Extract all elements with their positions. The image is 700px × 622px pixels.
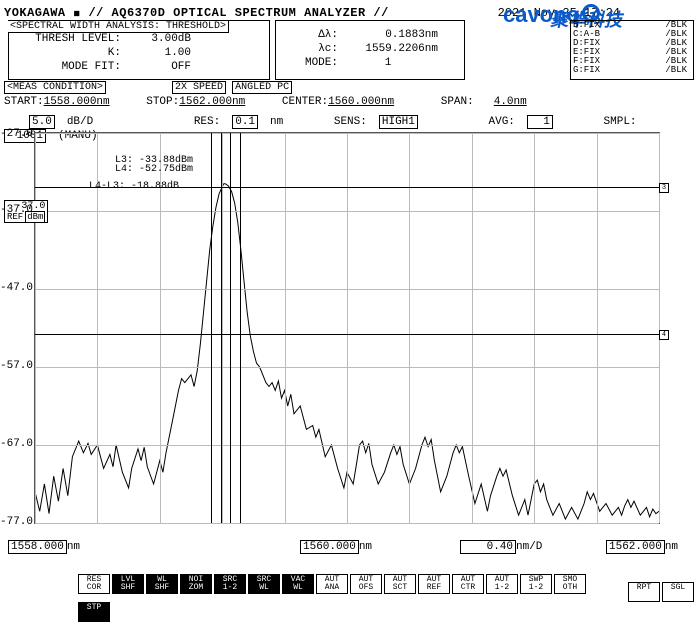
btn-res-cor[interactable]: RESCOR bbox=[78, 574, 110, 594]
annotation-2: L4-L3: -18.88dB bbox=[89, 181, 179, 192]
start-k: START: bbox=[4, 96, 44, 108]
btn-rpt-[interactable]: RPT bbox=[628, 582, 660, 602]
avg-k: AVG: bbox=[489, 116, 515, 128]
btn-sgl-[interactable]: SGL bbox=[662, 582, 694, 602]
title-slash1: // bbox=[88, 6, 103, 20]
bottom-button-row: RESCORLVLSHFWLSHFNOIZOMSRC1-2SRCWLVACWLA… bbox=[78, 574, 700, 622]
meas-header: <MEAS CONDITION> bbox=[4, 81, 106, 94]
panel-threshold: <SPECTRAL WIDTH ANALYSIS: THRESHOLD> THR… bbox=[8, 20, 270, 80]
model: AQ6370D OPTICAL SPECTRUM ANALYZER bbox=[112, 6, 366, 20]
thresh-level-k: THRESH LEVEL: bbox=[11, 33, 121, 45]
sens-v: HIGH1 bbox=[379, 115, 418, 129]
btn-src-wl[interactable]: SRCWL bbox=[248, 574, 280, 594]
res-v: 0.1 bbox=[232, 115, 258, 129]
btn-wl-shf[interactable]: WLSHF bbox=[146, 574, 178, 594]
center-v: 1560.000nm bbox=[328, 96, 394, 108]
start-v: 1558.000nm bbox=[44, 96, 110, 108]
smpl-k: SMPL: bbox=[604, 116, 637, 128]
k-v: 1.00 bbox=[121, 47, 191, 59]
brand: YOKAGAWA bbox=[4, 6, 66, 20]
hmarker-1 bbox=[35, 334, 659, 335]
x-center: 1560.000nm bbox=[300, 540, 372, 554]
title-slash2: // bbox=[373, 6, 388, 20]
mkr-v-5: /BLK bbox=[617, 65, 687, 75]
stop-v: 1562.000nm bbox=[179, 96, 245, 108]
spectrum-chart: 34L3: -33.88dBmL4: -52.75dBmL4-L3: -18.8… bbox=[34, 132, 660, 524]
avg-v: 1 bbox=[527, 115, 553, 129]
annotation-1: L4: -52.75dBm bbox=[115, 164, 193, 175]
modefit-v: OFF bbox=[121, 61, 191, 73]
center-k: CENTER: bbox=[282, 96, 328, 108]
x-div: 0.40nm/D bbox=[460, 540, 542, 554]
dbdiv: 5.0 bbox=[29, 115, 55, 129]
ytick-0: -27.0 bbox=[0, 128, 30, 140]
vmarker-1 bbox=[221, 133, 222, 523]
ytick-4: -67.0 bbox=[0, 438, 30, 450]
dl-v1: 1559.2206nm bbox=[338, 43, 438, 55]
brand-diamond: ◆ bbox=[71, 8, 83, 20]
vmarker-3 bbox=[240, 133, 241, 523]
res-k: RES: bbox=[194, 116, 220, 128]
btn-smo-oth[interactable]: SMOOTH bbox=[554, 574, 586, 594]
modefit-k: MODE FIT: bbox=[11, 61, 121, 73]
dl-k2: MODE: bbox=[278, 57, 338, 69]
btn-src-1-2[interactable]: SRC1-2 bbox=[214, 574, 246, 594]
panel-markers: B:FIX/BLKC:A-B/BLKD:FIX/BLKE:FIX/BLKF:FI… bbox=[570, 20, 694, 80]
dl-k0: Δλ: bbox=[278, 29, 338, 41]
side-marker-3: 3 bbox=[659, 183, 669, 193]
side-marker-4: 4 bbox=[659, 330, 669, 340]
title-bar: YOKAGAWA ◆ // AQ6370D OPTICAL SPECTRUM A… bbox=[4, 6, 389, 20]
dbdiv-unit: dB/D bbox=[67, 116, 93, 128]
ytick-last: -77.0 bbox=[0, 516, 30, 528]
mkr-k-5: G:FIX bbox=[573, 65, 617, 75]
btn-stp-[interactable]: STP bbox=[78, 602, 110, 622]
badge-angledpc: ANGLED PC bbox=[232, 81, 292, 94]
meas-row: START:1558.000nm STOP:1562.000nm CENTER:… bbox=[4, 96, 527, 108]
x-right: 1562.000nm bbox=[606, 540, 678, 554]
btn-vac-wl[interactable]: VACWL bbox=[282, 574, 314, 594]
span-v: 4.0nm bbox=[494, 96, 527, 108]
ytick-2: -47.0 bbox=[0, 282, 30, 294]
vmarker-0 bbox=[211, 133, 212, 523]
res-unit: nm bbox=[270, 116, 283, 128]
meas-condition-bar: <MEAS CONDITION> 2X SPEED ANGLED PC bbox=[4, 82, 694, 93]
btn-aut-ref[interactable]: AUTREF bbox=[418, 574, 450, 594]
ytick-3: -57.0 bbox=[0, 360, 30, 372]
span-k: SPAN: bbox=[441, 96, 474, 108]
stop-k: STOP: bbox=[146, 96, 179, 108]
thresh-level-v: 3.00dB bbox=[121, 33, 191, 45]
btn-aut-sct[interactable]: AUTSCT bbox=[384, 574, 416, 594]
ytick-1: -37.0 bbox=[0, 204, 30, 216]
dl-k1: λc: bbox=[278, 43, 338, 55]
badge-2xspeed: 2X SPEED bbox=[172, 81, 226, 94]
k-k: K: bbox=[11, 47, 121, 59]
btn-aut-1-2[interactable]: AUT1-2 bbox=[486, 574, 518, 594]
vmarker-2 bbox=[230, 133, 231, 523]
btn-noi-zom[interactable]: NOIZOM bbox=[180, 574, 212, 594]
panel-delta-lambda: Δλ:0.1883nm λc:1559.2206nm MODE:1 bbox=[275, 20, 465, 80]
btn-aut-ofs[interactable]: AUTOFS bbox=[350, 574, 382, 594]
btn-aut-ctr[interactable]: AUTCTR bbox=[452, 574, 484, 594]
dl-v2: 1 bbox=[338, 57, 438, 69]
btn-swp-1-2[interactable]: SWP1-2 bbox=[520, 574, 552, 594]
sens-k: SENS: bbox=[334, 116, 367, 128]
btn-lvl-shf[interactable]: LVLSHF bbox=[112, 574, 144, 594]
btn-aut-ana[interactable]: AUTANA bbox=[316, 574, 348, 594]
dl-v0: 0.1883nm bbox=[338, 29, 438, 41]
x-left: 1558.000nm bbox=[8, 540, 80, 554]
panel-threshold-header: <SPECTRAL WIDTH ANALYSIS: THRESHOLD> bbox=[8, 21, 229, 33]
